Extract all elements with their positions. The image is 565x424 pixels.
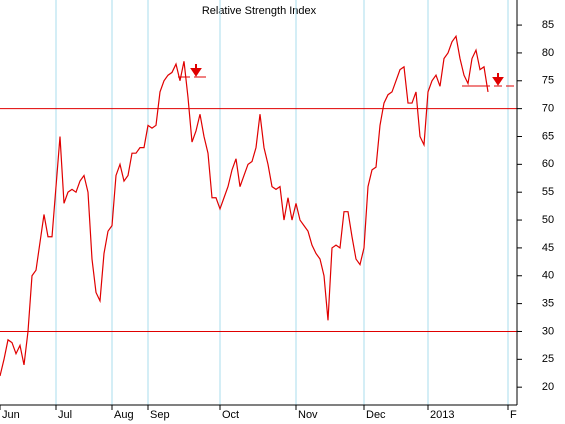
y-tick-label: 45 [542,242,554,254]
y-tick-label: 30 [542,325,554,337]
y-tick-label: 65 [542,130,554,142]
y-tick-label: 80 [542,47,554,59]
annotation-arrow [190,64,202,77]
y-tick-label: 70 [542,103,554,115]
x-tick-label: F [510,409,517,421]
rsi-line [0,34,489,377]
x-tick-label: Nov [298,409,318,421]
y-tick-label: 75 [542,75,554,87]
y-tick-label: 20 [542,381,554,393]
y-tick-label: 50 [542,214,554,226]
chart-title: Relative Strength Index [202,5,317,17]
y-tick-label: 35 [542,298,554,310]
x-tick-label: Jul [58,409,72,421]
x-tick-label: Aug [114,409,134,421]
x-tick-label: 2013 [430,409,454,421]
y-tick-label: 40 [542,270,554,282]
y-tick-label: 85 [542,19,554,31]
x-tick-label: Oct [222,409,239,421]
x-tick-label: Jun [2,409,20,421]
x-tick-label: Sep [150,409,170,421]
annotation-arrow [492,73,504,86]
y-tick-label: 55 [542,186,554,198]
y-tick-label: 25 [542,353,554,365]
y-tick-label: 60 [542,158,554,170]
x-tick-label: Dec [366,409,386,421]
annotations [178,64,514,87]
